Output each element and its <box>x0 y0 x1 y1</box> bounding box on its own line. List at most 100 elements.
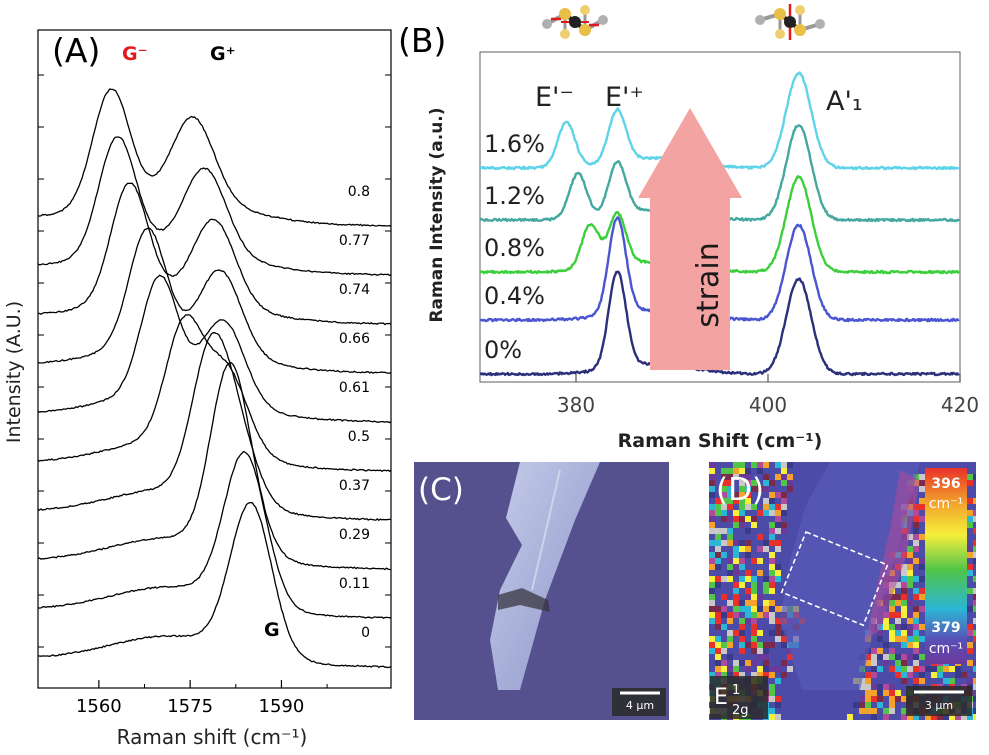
panel-d-pink-band <box>866 470 920 640</box>
noise-pixel <box>727 474 733 480</box>
noise-pixel <box>769 582 775 588</box>
noise-pixel <box>763 642 769 648</box>
noise-pixel <box>901 624 907 630</box>
noise-pixel <box>769 564 775 570</box>
noise-pixel <box>763 600 769 606</box>
noise-pixel <box>919 498 925 504</box>
noise-pixel <box>775 528 781 534</box>
noise-pixel <box>763 672 769 678</box>
noise-pixel <box>967 678 973 684</box>
noise-pixel <box>709 648 715 654</box>
noise-pixel <box>751 480 757 486</box>
noise-pixel <box>769 504 775 510</box>
noise-pixel <box>751 576 757 582</box>
noise-pixel <box>775 618 781 624</box>
noise-pixel <box>973 576 976 582</box>
noise-pixel <box>727 600 733 606</box>
noise-pixel <box>901 654 907 660</box>
noise-pixel <box>967 516 973 522</box>
noise-pixel <box>715 528 721 534</box>
noise-pixel <box>781 660 787 666</box>
noise-pixel <box>715 540 721 546</box>
noise-pixel <box>769 666 775 672</box>
noise-pixel <box>745 504 751 510</box>
noise-pixel <box>781 462 787 468</box>
noise-pixel <box>733 558 739 564</box>
noise-pixel <box>913 660 919 666</box>
noise-pixel <box>715 648 721 654</box>
noise-pixel <box>757 486 763 492</box>
noise-pixel <box>733 672 739 678</box>
noise-pixel <box>775 570 781 576</box>
noise-pixel <box>733 630 739 636</box>
noise-pixel <box>919 654 925 660</box>
noise-pixel <box>775 522 781 528</box>
noise-pixel <box>721 498 727 504</box>
panel-b-series-label: 0% <box>484 336 522 364</box>
noise-pixel <box>901 642 907 648</box>
noise-pixel <box>919 534 925 540</box>
noise-pixel <box>889 624 895 630</box>
noise-pixel <box>901 678 907 684</box>
noise-pixel <box>745 666 751 672</box>
noise-pixel <box>973 588 976 594</box>
noise-pixel <box>859 696 865 702</box>
noise-pixel <box>967 498 973 504</box>
noise-pixel <box>919 486 925 492</box>
noise-pixel <box>949 678 955 684</box>
noise-pixel <box>727 630 733 636</box>
noise-pixel <box>721 576 727 582</box>
noise-pixel <box>709 612 715 618</box>
noise-pixel <box>769 606 775 612</box>
noise-pixel <box>865 684 871 690</box>
noise-pixel <box>913 594 919 600</box>
noise-pixel <box>877 648 883 654</box>
noise-pixel <box>769 588 775 594</box>
noise-pixel <box>733 564 739 570</box>
noise-pixel <box>895 672 901 678</box>
noise-pixel <box>781 498 787 504</box>
noise-pixel <box>775 564 781 570</box>
panel-a-label: (A) <box>52 31 100 70</box>
noise-pixel <box>763 480 769 486</box>
noise-pixel <box>913 510 919 516</box>
noise-pixel <box>895 582 901 588</box>
noise-pixel <box>967 648 973 654</box>
noise-pixel <box>727 528 733 534</box>
noise-pixel <box>967 564 973 570</box>
noise-pixel <box>721 480 727 486</box>
noise-pixel <box>913 624 919 630</box>
noise-pixel <box>895 666 901 672</box>
noise-pixel <box>769 552 775 558</box>
noise-pixel <box>907 576 913 582</box>
noise-pixel <box>763 576 769 582</box>
noise-pixel <box>763 504 769 510</box>
noise-pixel <box>967 642 973 648</box>
noise-pixel <box>721 474 727 480</box>
panel-b-trace-0% <box>480 270 960 377</box>
noise-pixel <box>745 618 751 624</box>
noise-pixel <box>919 576 925 582</box>
noise-pixel <box>895 636 901 642</box>
noise-pixel <box>967 546 973 552</box>
noise-pixel <box>715 624 721 630</box>
noise-pixel <box>889 684 895 690</box>
noise-pixel <box>763 486 769 492</box>
noise-pixel <box>727 666 733 672</box>
noise-pixel <box>907 672 913 678</box>
noise-pixel <box>745 660 751 666</box>
noise-pixel <box>727 618 733 624</box>
noise-pixel <box>925 714 931 720</box>
noise-pixel <box>727 564 733 570</box>
noise-pixel <box>775 510 781 516</box>
noise-pixel <box>733 600 739 606</box>
noise-pixel <box>751 558 757 564</box>
noise-pixel <box>919 558 925 564</box>
panel-b-series-label: 0.8% <box>484 234 545 262</box>
noise-pixel <box>745 642 751 648</box>
noise-pixel <box>913 588 919 594</box>
noise-pixel <box>889 702 895 708</box>
noise-pixel <box>715 504 721 510</box>
noise-pixel <box>745 528 751 534</box>
